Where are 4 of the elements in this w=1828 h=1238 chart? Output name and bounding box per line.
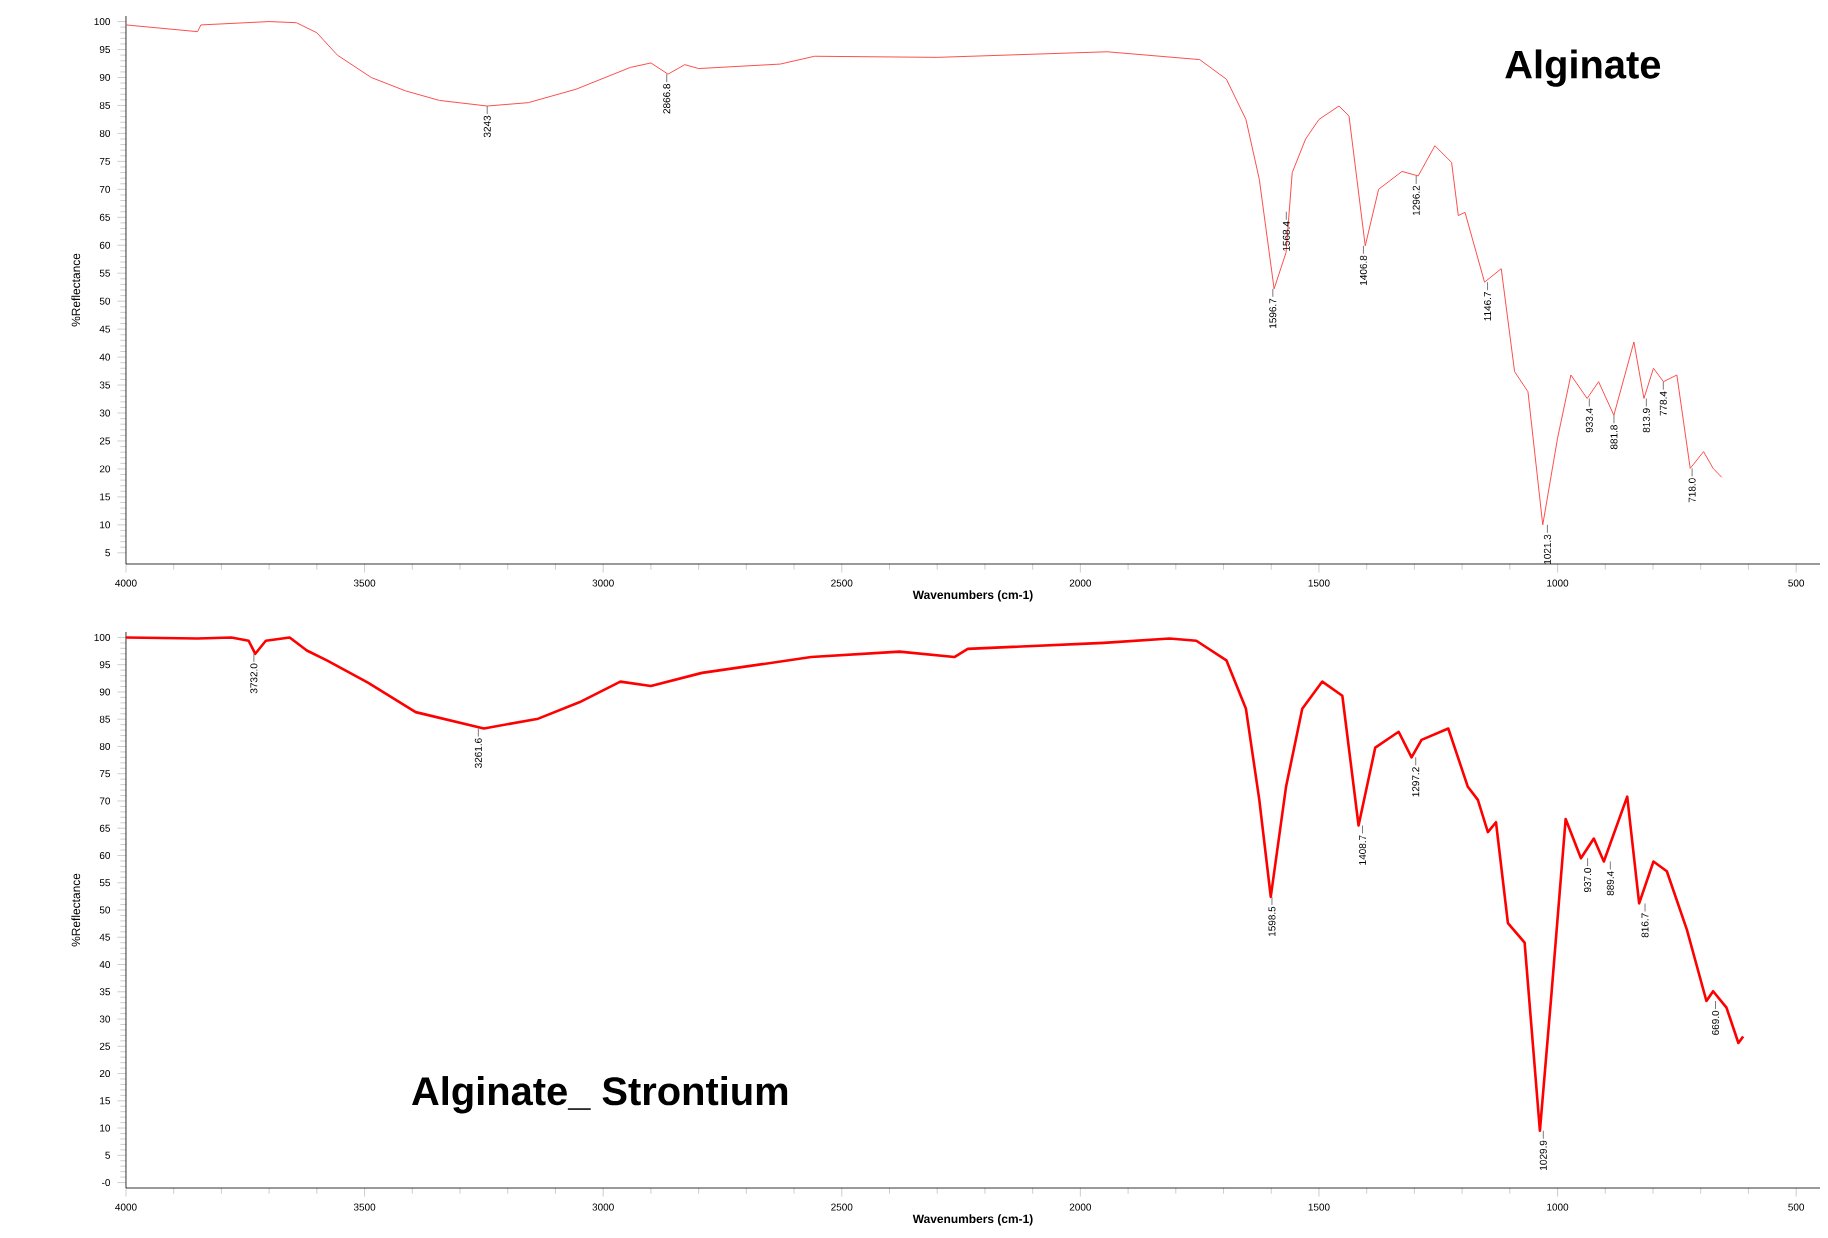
- line-series: [125, 21, 1723, 526]
- text: Alginate_ Strontium: [412, 1076, 788, 1114]
- text: Alginate: [1505, 49, 1661, 87]
- line-series: [124, 636, 1745, 1133]
